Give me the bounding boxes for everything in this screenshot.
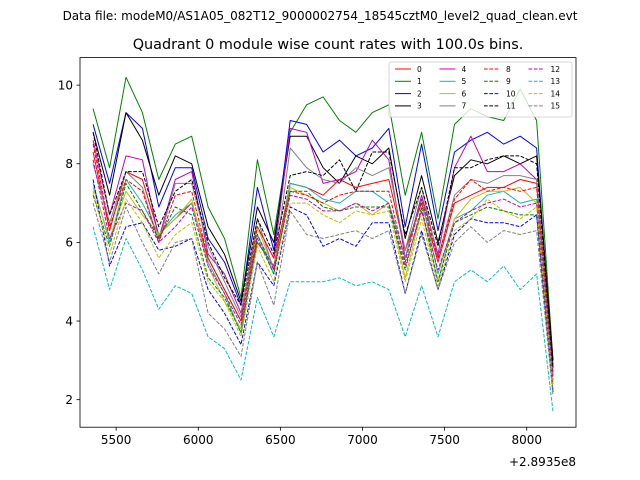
legend-label-15: 15 — [551, 102, 561, 111]
series-line-8 — [92, 144, 554, 373]
legend-label-5: 5 — [462, 77, 467, 86]
x-tick-label: 8000 — [511, 433, 542, 447]
legend-label-3: 3 — [417, 102, 422, 111]
series-line-4 — [92, 127, 554, 377]
legend-label-12: 12 — [551, 65, 561, 74]
legend-label-1: 1 — [417, 77, 422, 86]
plot-lines — [92, 76, 554, 412]
y-tick-label: 4 — [65, 314, 73, 328]
y-tick-label: 6 — [65, 236, 73, 250]
x-tick-label: 6000 — [183, 433, 214, 447]
legend-label-13: 13 — [551, 77, 561, 86]
x-axis-offset-label: +2.8935e8 — [509, 455, 576, 469]
series-line-14 — [92, 191, 554, 388]
legend-label-0: 0 — [417, 65, 422, 74]
y-tick-label: 2 — [65, 393, 73, 407]
figure-suptitle: Data file: modeM0/AS1A05_082T12_90000027… — [63, 9, 578, 23]
legend-label-10: 10 — [506, 89, 516, 98]
series-line-3 — [92, 112, 554, 361]
x-axis-ticks: 5500 6000 6500 7000 7500 8000 — [101, 427, 542, 447]
legend-label-11: 11 — [506, 102, 516, 111]
legend-label-8: 8 — [506, 65, 511, 74]
chart-title: Quadrant 0 module wise count rates with … — [133, 37, 524, 53]
series-line-12 — [92, 159, 554, 381]
y-axis-ticks: 2 4 6 8 10 — [58, 78, 80, 407]
legend-label-4: 4 — [462, 65, 467, 74]
y-tick-label: 8 — [65, 157, 73, 171]
x-tick-label: 5500 — [101, 433, 132, 447]
series-line-2 — [92, 112, 554, 369]
series-line-10 — [92, 179, 554, 392]
legend-label-9: 9 — [506, 77, 511, 86]
legend-label-2: 2 — [417, 89, 422, 98]
y-tick-label: 10 — [58, 78, 73, 92]
series-line-15 — [92, 202, 554, 396]
series-line-13 — [92, 226, 554, 412]
series-line-6 — [92, 186, 554, 384]
series-line-5 — [92, 179, 554, 384]
x-tick-label: 7000 — [347, 433, 378, 447]
x-tick-label: 7500 — [429, 433, 460, 447]
x-tick-label: 6500 — [265, 433, 296, 447]
legend-label-6: 6 — [462, 89, 467, 98]
legend-frame — [388, 61, 573, 118]
series-line-11 — [92, 132, 554, 369]
legend-label-7: 7 — [462, 102, 467, 111]
legend-label-14: 14 — [551, 89, 561, 98]
